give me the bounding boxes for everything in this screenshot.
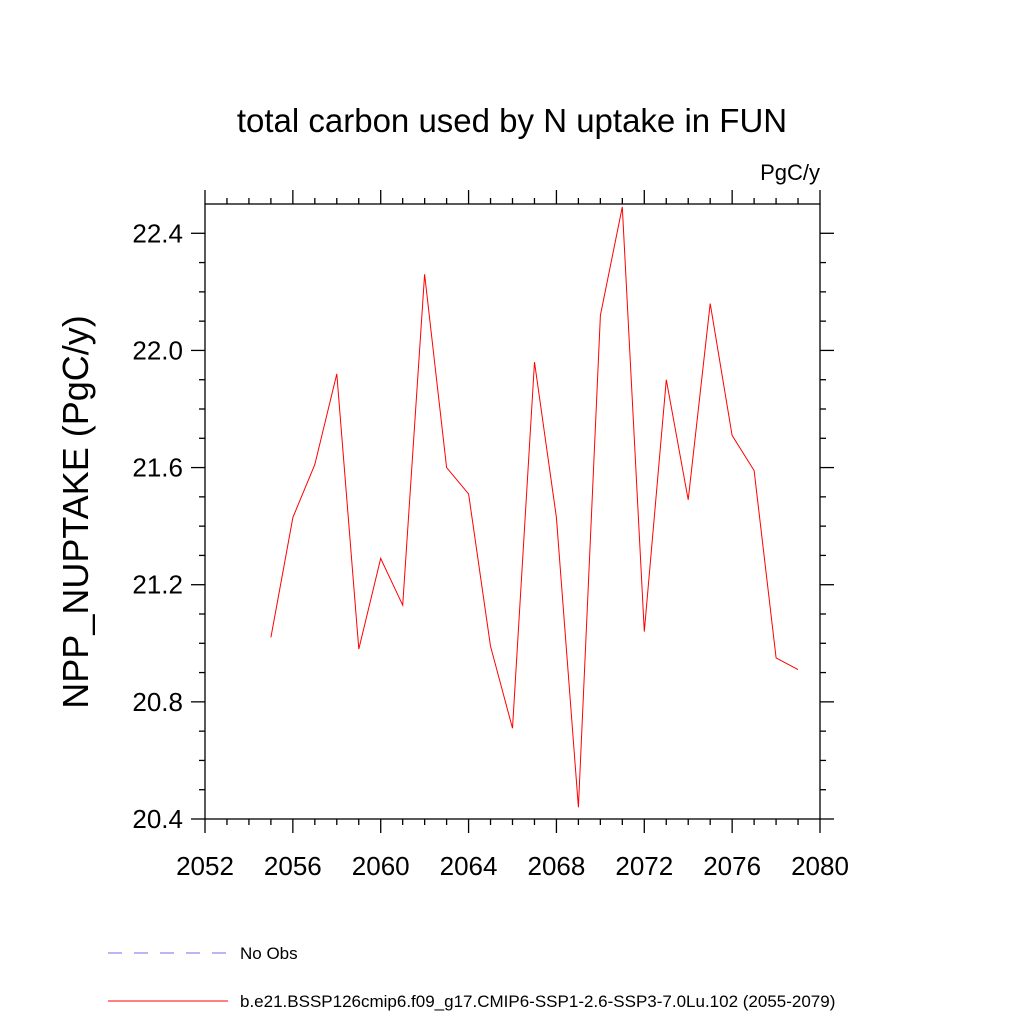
y-tick-label: 21.2 — [132, 570, 183, 600]
legend-label-model: b.e21.BSSP126cmip6.f09_g17.CMIP6-SSP1-2.… — [240, 992, 835, 1011]
y-tick-label: 20.4 — [132, 804, 183, 834]
x-tick-label: 2056 — [264, 851, 322, 881]
x-tick-label: 2052 — [176, 851, 234, 881]
x-tick-label: 2064 — [440, 851, 498, 881]
series-line — [270, 206, 799, 808]
units-label: PgC/y — [760, 160, 820, 185]
legend: No Obs b.e21.BSSP126cmip6.f09_g17.CMIP6-… — [108, 944, 835, 1011]
chart-title: total carbon used by N uptake in FUN — [237, 102, 787, 139]
y-axis-ticks — [191, 232, 834, 820]
x-tick-label: 2080 — [791, 851, 849, 881]
y-axis-label: NPP_NUPTAKE (PgC/y) — [55, 315, 96, 708]
y-tick-label: 22.4 — [132, 218, 183, 248]
y-tick-label: 20.8 — [132, 687, 183, 717]
x-axis-ticks — [204, 190, 821, 833]
x-tick-label: 2076 — [703, 851, 761, 881]
legend-label-no-obs: No Obs — [240, 944, 298, 963]
x-tick-label: 2072 — [615, 851, 673, 881]
y-tick-label: 21.6 — [132, 453, 183, 483]
x-tick-label: 2060 — [352, 851, 410, 881]
y-axis-tick-labels: 20.4 20.8 21.2 21.6 22.0 22.4 — [132, 218, 183, 834]
y-tick-label: 22.0 — [132, 335, 183, 365]
series-group — [270, 206, 799, 808]
x-axis-tick-labels: 2052 2056 2060 2064 2068 2072 2076 2080 — [176, 851, 849, 881]
x-tick-label: 2068 — [528, 851, 586, 881]
